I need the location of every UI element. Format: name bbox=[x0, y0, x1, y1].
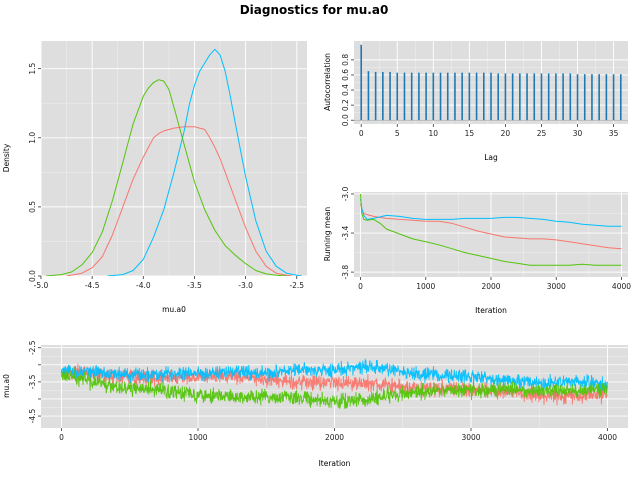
y-tick-label: 0.0 bbox=[28, 270, 37, 282]
x-axis-label: mu.a0 bbox=[162, 305, 186, 314]
x-tick-label: 0 bbox=[59, 433, 64, 442]
x-tick-label: -5.0 bbox=[34, 281, 49, 290]
x-tick-label: 15 bbox=[465, 129, 475, 138]
x-tick-label: 20 bbox=[501, 129, 511, 138]
density-panel: -5.0 -4.5 -4.0 -3.5 -3.0 -2.5 0.0 0.5 1.0 1.5 mu.a… bbox=[2, 41, 307, 314]
x-tick-label: 2000 bbox=[325, 433, 344, 442]
y-tick-label: 0.8 bbox=[341, 54, 350, 66]
series-line bbox=[360, 198, 622, 227]
trace-series-line bbox=[61, 358, 608, 394]
x-tick-label: 1000 bbox=[188, 433, 207, 442]
x-tick-label: 2000 bbox=[481, 282, 500, 291]
series-line bbox=[107, 48, 302, 276]
x-tick-label: -3.5 bbox=[187, 281, 202, 290]
x-tick-label: 4000 bbox=[612, 282, 631, 291]
y-tick-label: 0.2 bbox=[341, 99, 350, 111]
trace-series-line bbox=[61, 367, 608, 409]
y-axis-label: Density bbox=[2, 143, 11, 172]
x-tick-label: 0 bbox=[358, 282, 363, 291]
y-tick-label: 0.4 bbox=[341, 84, 350, 96]
x-tick-label: 1000 bbox=[416, 282, 435, 291]
series-line bbox=[66, 126, 292, 276]
running-mean-panel: 0 1000 2000 3000 4000 -3.0 -3.4 -3.8 Iteration Ru… bbox=[323, 186, 631, 315]
x-tick-label: -3.0 bbox=[238, 281, 253, 290]
plot-area bbox=[360, 193, 622, 266]
x-tick-label: -4.0 bbox=[136, 281, 151, 290]
x-tick-label: 3000 bbox=[461, 433, 480, 442]
x-tick-label: -4.5 bbox=[85, 281, 100, 290]
x-tick-label: 30 bbox=[573, 129, 583, 138]
autocorrelation-panel: 0 5 10 15 20 25 30 35 0.0 0.2 0.4 0.6 0.8 Lag Autocorr… bbox=[323, 41, 628, 162]
figure-title: Diagnostics for mu.a0 bbox=[240, 3, 389, 17]
y-tick-label: -3.0 bbox=[341, 186, 350, 201]
x-tick-label: 25 bbox=[537, 129, 547, 138]
y-tick-label: 1.5 bbox=[28, 62, 37, 74]
x-tick-label: -2.5 bbox=[289, 281, 304, 290]
x-tick-label: 5 bbox=[395, 129, 400, 138]
y-tick-label: -3.8 bbox=[341, 265, 350, 280]
y-tick-label: 0.6 bbox=[341, 69, 350, 81]
y-tick-label: -3.5 bbox=[28, 374, 37, 389]
y-tick-label: -2.5 bbox=[28, 340, 37, 355]
trace-series-line bbox=[61, 363, 608, 406]
x-axis-label: Iteration bbox=[475, 306, 507, 315]
plot-area bbox=[46, 48, 302, 276]
y-axis-label: Autocorrelation bbox=[323, 53, 332, 111]
x-axis-label: Iteration bbox=[319, 459, 351, 468]
y-tick-label: -3.4 bbox=[341, 225, 350, 240]
plot-area bbox=[61, 358, 608, 409]
y-axis-label: mu.a0 bbox=[2, 374, 11, 398]
trace-panel: 0 1000 2000 3000 4000 -2.5 -3.5 -4.5 Iteration mu… bbox=[2, 340, 628, 468]
x-tick-label: 3000 bbox=[547, 282, 566, 291]
series-line bbox=[360, 203, 622, 250]
x-tick-label: 0 bbox=[359, 129, 364, 138]
x-tick-label: 4000 bbox=[598, 433, 617, 442]
series-line bbox=[46, 79, 287, 276]
y-tick-label: 0.5 bbox=[28, 201, 37, 213]
y-tick-label: -4.5 bbox=[28, 409, 37, 424]
x-axis-label: Lag bbox=[484, 153, 498, 162]
y-axis-label: Running mean bbox=[323, 207, 332, 262]
y-tick-label: 0.0 bbox=[341, 114, 350, 126]
series-line bbox=[360, 193, 622, 266]
x-tick-label: 35 bbox=[609, 129, 619, 138]
y-tick-label: 1.0 bbox=[28, 132, 37, 144]
plot-area bbox=[354, 44, 628, 121]
x-tick-label: 10 bbox=[429, 129, 439, 138]
plot-background bbox=[41, 41, 307, 276]
